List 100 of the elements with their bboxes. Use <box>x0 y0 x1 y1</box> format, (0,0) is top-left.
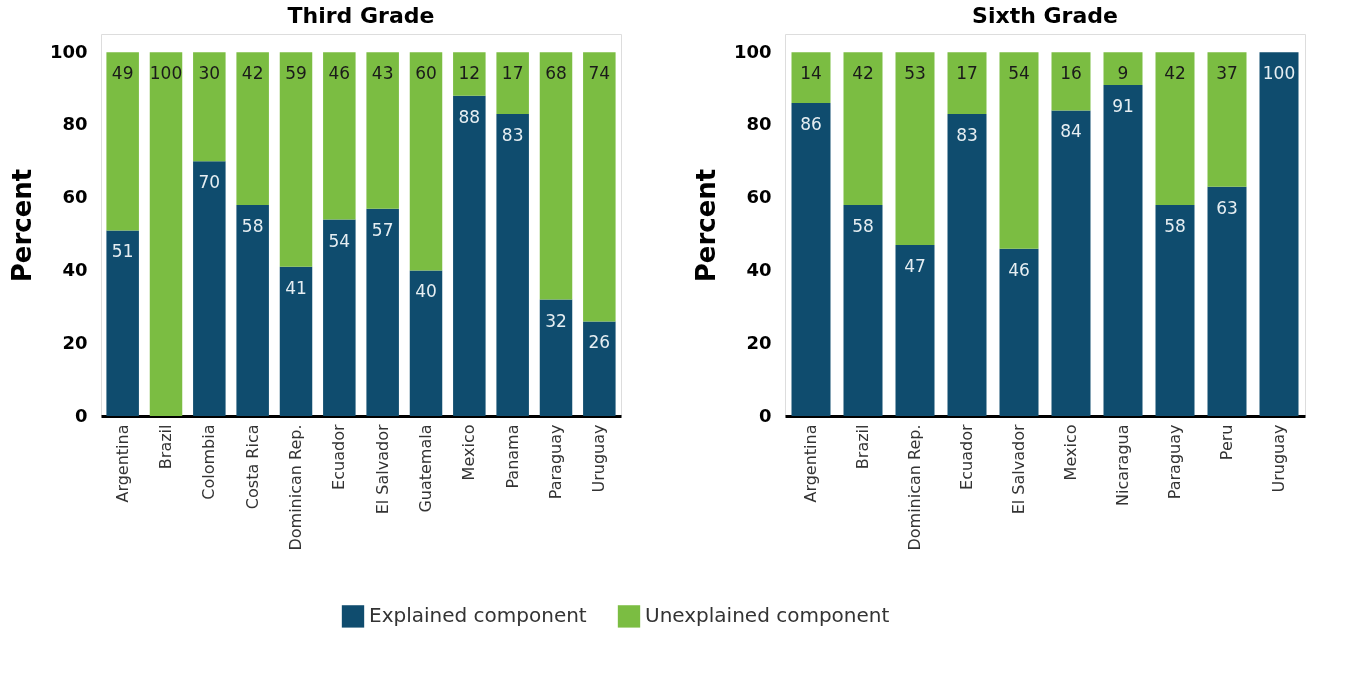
x-tick-label: Costa Rica <box>242 424 262 510</box>
bar <box>791 52 831 104</box>
bar <box>149 52 183 416</box>
data-label: 84 <box>1060 121 1082 142</box>
data-label: 58 <box>241 215 264 236</box>
data-label: 83 <box>956 125 978 146</box>
bar <box>409 52 443 271</box>
data-label: 42 <box>241 63 264 84</box>
data-label: 100 <box>1262 63 1296 84</box>
bar <box>279 266 313 416</box>
y-tick-label: 40 <box>62 258 88 280</box>
bar <box>496 52 529 115</box>
bar <box>366 52 399 209</box>
data-label: 57 <box>371 219 394 240</box>
bar <box>366 208 399 416</box>
y-tick-label: 0 <box>758 404 772 426</box>
x-tick-label: Ecuador <box>329 424 349 490</box>
x-tick-label: Mexico <box>459 424 479 481</box>
x-tick-label: Argentina <box>112 424 132 503</box>
bar <box>236 52 269 205</box>
x-tick-label: Dominican Rep. <box>286 424 305 551</box>
bar <box>193 52 226 162</box>
data-label: 86 <box>800 114 822 135</box>
legend-label: Explained component <box>369 603 587 628</box>
data-label: 46 <box>1008 259 1030 280</box>
bar <box>947 114 987 416</box>
bar <box>539 52 573 300</box>
x-tick-label: Brazil <box>853 424 872 470</box>
bar <box>453 95 486 416</box>
bar <box>1103 84 1143 416</box>
data-label: 46 <box>328 63 351 84</box>
x-tick-label: Dominican Rep. <box>905 424 924 551</box>
bar <box>496 114 529 416</box>
bar <box>539 299 573 416</box>
data-label: 58 <box>852 215 874 236</box>
bar <box>106 230 139 416</box>
y-tick-label: 100 <box>49 40 88 62</box>
y-tick-label: 60 <box>746 186 772 208</box>
data-label: 54 <box>328 230 351 251</box>
data-label: 43 <box>371 63 394 84</box>
legend-label: Unexplained component <box>645 603 890 628</box>
x-tick-label: Panama <box>502 424 522 489</box>
bar <box>1259 52 1299 416</box>
data-label: 70 <box>198 172 221 193</box>
data-label: 40 <box>415 281 437 302</box>
data-label: 68 <box>545 63 567 84</box>
bar <box>1103 52 1143 85</box>
data-label: 53 <box>904 63 926 84</box>
y-tick-label: 0 <box>74 404 88 426</box>
bar <box>323 219 356 416</box>
data-label: 54 <box>1008 63 1030 84</box>
x-tick-label: Nicaragua <box>1113 424 1132 506</box>
x-tick-label: Ecuador <box>957 424 976 490</box>
y-axis-title: Percent <box>6 168 37 283</box>
bar <box>1155 204 1195 416</box>
bar <box>895 245 935 416</box>
bar <box>843 52 883 205</box>
data-label: 17 <box>956 63 978 84</box>
bar <box>1207 186 1247 416</box>
data-label: 60 <box>415 63 437 84</box>
data-label: 100 <box>149 63 183 84</box>
data-label: 14 <box>800 63 822 84</box>
bar <box>1155 52 1195 205</box>
data-label: 30 <box>198 63 221 84</box>
y-tick-label: 80 <box>62 113 88 135</box>
data-label: 63 <box>1216 197 1238 218</box>
data-label: 59 <box>285 63 307 84</box>
y-tick-label: 20 <box>746 331 772 353</box>
bar <box>999 248 1039 416</box>
bar <box>583 52 616 322</box>
data-label: 58 <box>1164 215 1186 236</box>
data-label: 83 <box>501 125 524 146</box>
bar <box>843 204 883 416</box>
x-tick-label: Peru <box>1217 424 1236 461</box>
chart-title: Sixth Grade <box>972 3 1118 28</box>
x-tick-label: Uruguay <box>589 424 609 493</box>
bar <box>453 52 486 96</box>
data-label: 9 <box>1117 63 1129 84</box>
x-tick-label: Paraguay <box>546 424 565 500</box>
data-label: 47 <box>904 256 926 277</box>
bar <box>1051 52 1091 111</box>
bar <box>323 52 356 220</box>
bar <box>193 161 226 416</box>
data-label: 16 <box>1060 63 1082 84</box>
data-label: 37 <box>1216 63 1238 84</box>
data-label: 17 <box>501 63 524 84</box>
x-tick-label: Paraguay <box>1165 424 1184 500</box>
data-label: 41 <box>285 277 307 298</box>
x-tick-label: Uruguay <box>1269 424 1288 493</box>
bar <box>279 52 313 267</box>
x-tick-label: El Salvador <box>1009 424 1028 515</box>
data-label: 32 <box>545 310 567 331</box>
data-label: 51 <box>111 241 134 262</box>
data-label: 42 <box>1164 63 1186 84</box>
y-tick-label: 40 <box>746 258 772 280</box>
data-label: 88 <box>458 106 481 127</box>
x-tick-label: Mexico <box>1061 424 1080 481</box>
bar <box>409 270 443 416</box>
data-label: 49 <box>111 63 134 84</box>
x-tick-label: Colombia <box>199 424 219 500</box>
